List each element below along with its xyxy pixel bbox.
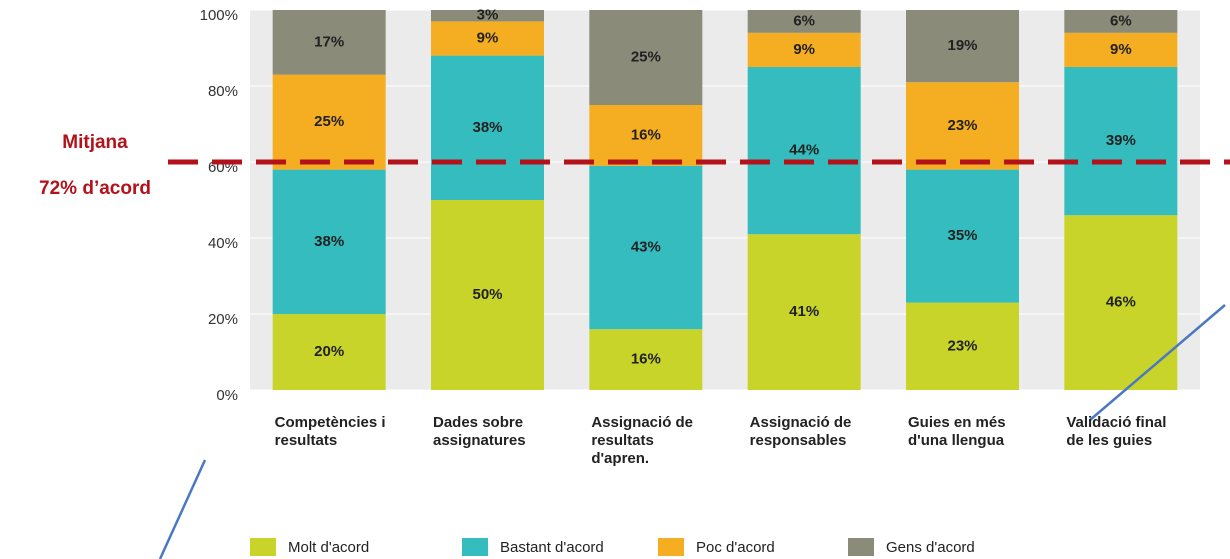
bar-segment	[272, 169, 386, 314]
bar-segment	[272, 74, 386, 170]
data-label: 9%	[1110, 41, 1132, 58]
x-tick-label: Validació final de les guies	[1066, 414, 1167, 449]
data-label: 25%	[631, 48, 661, 65]
data-label: 41%	[789, 303, 819, 320]
bar-segment	[1064, 10, 1178, 33]
annotation: Mitjana	[62, 132, 128, 153]
y-tick-label: 100%	[200, 7, 238, 24]
data-label: 46%	[1106, 294, 1136, 311]
bar-segment	[747, 10, 861, 33]
bar-segment	[272, 10, 386, 75]
bar-segment	[747, 32, 861, 67]
bar-segment	[906, 169, 1019, 303]
legend-label: Bastant d'acord	[500, 539, 604, 556]
data-label: 23%	[947, 117, 977, 134]
legend-label: Poc d'acord	[696, 539, 775, 556]
annotation: 72% d’acord	[39, 178, 151, 199]
bar-segment	[589, 10, 703, 105]
data-label: 19%	[947, 37, 977, 54]
y-tick-label: 0%	[216, 387, 238, 404]
bar-segment	[589, 165, 703, 330]
y-tick-label: 40%	[208, 235, 238, 252]
data-label: 6%	[793, 12, 815, 29]
bar-segment	[1064, 32, 1178, 67]
data-label: 44%	[789, 142, 819, 159]
legend-swatch	[848, 538, 874, 556]
data-label: 9%	[793, 41, 815, 58]
bar-segment	[431, 21, 544, 56]
legend-swatch	[250, 538, 276, 556]
pointer-line	[158, 459, 207, 559]
plot-background	[250, 10, 1200, 390]
data-label: 23%	[947, 337, 977, 354]
data-label: 38%	[314, 233, 344, 250]
data-label: 50%	[472, 286, 502, 303]
bar-segment	[747, 67, 861, 235]
legend-swatch	[462, 538, 488, 556]
x-tick-label: Assignació de resultats d'apren.	[591, 414, 694, 467]
data-label: 20%	[314, 343, 344, 360]
pointer-line	[1089, 304, 1226, 421]
legend-label: Molt d'acord	[288, 539, 369, 556]
legend-label: Gens d'acord	[886, 539, 975, 556]
y-tick-label: 80%	[208, 83, 238, 100]
x-tick-label: Guies en més d'una llengua	[908, 414, 1006, 449]
bar-segment	[589, 105, 703, 166]
data-label: 6%	[1110, 12, 1132, 29]
data-label: 3%	[477, 7, 499, 24]
data-label: 17%	[314, 33, 344, 50]
bar-segment	[589, 329, 703, 390]
bar-segment	[431, 55, 544, 200]
data-label: 16%	[631, 351, 661, 368]
x-tick-label: Dades sobre assignatures	[433, 414, 526, 449]
bar-segment	[906, 10, 1019, 83]
x-tick-label: Competències i resultats	[274, 414, 386, 449]
bar-segment	[906, 82, 1019, 170]
bar-segment	[906, 302, 1019, 390]
data-label: 43%	[631, 238, 661, 255]
bar-segment	[747, 234, 861, 390]
y-tick-label: 20%	[208, 311, 238, 328]
bar-segment	[1064, 67, 1178, 216]
bar-segment	[272, 314, 386, 390]
data-label: 39%	[1106, 132, 1136, 149]
legend-swatch	[658, 538, 684, 556]
data-label: 25%	[314, 113, 344, 130]
data-label: 16%	[631, 126, 661, 143]
data-label: 9%	[477, 29, 499, 46]
x-tick-label: Assignació de responsables	[749, 414, 852, 449]
bar-segment	[431, 200, 544, 390]
bar-segment	[431, 10, 544, 22]
data-label: 35%	[947, 227, 977, 244]
data-label: 38%	[472, 119, 502, 136]
